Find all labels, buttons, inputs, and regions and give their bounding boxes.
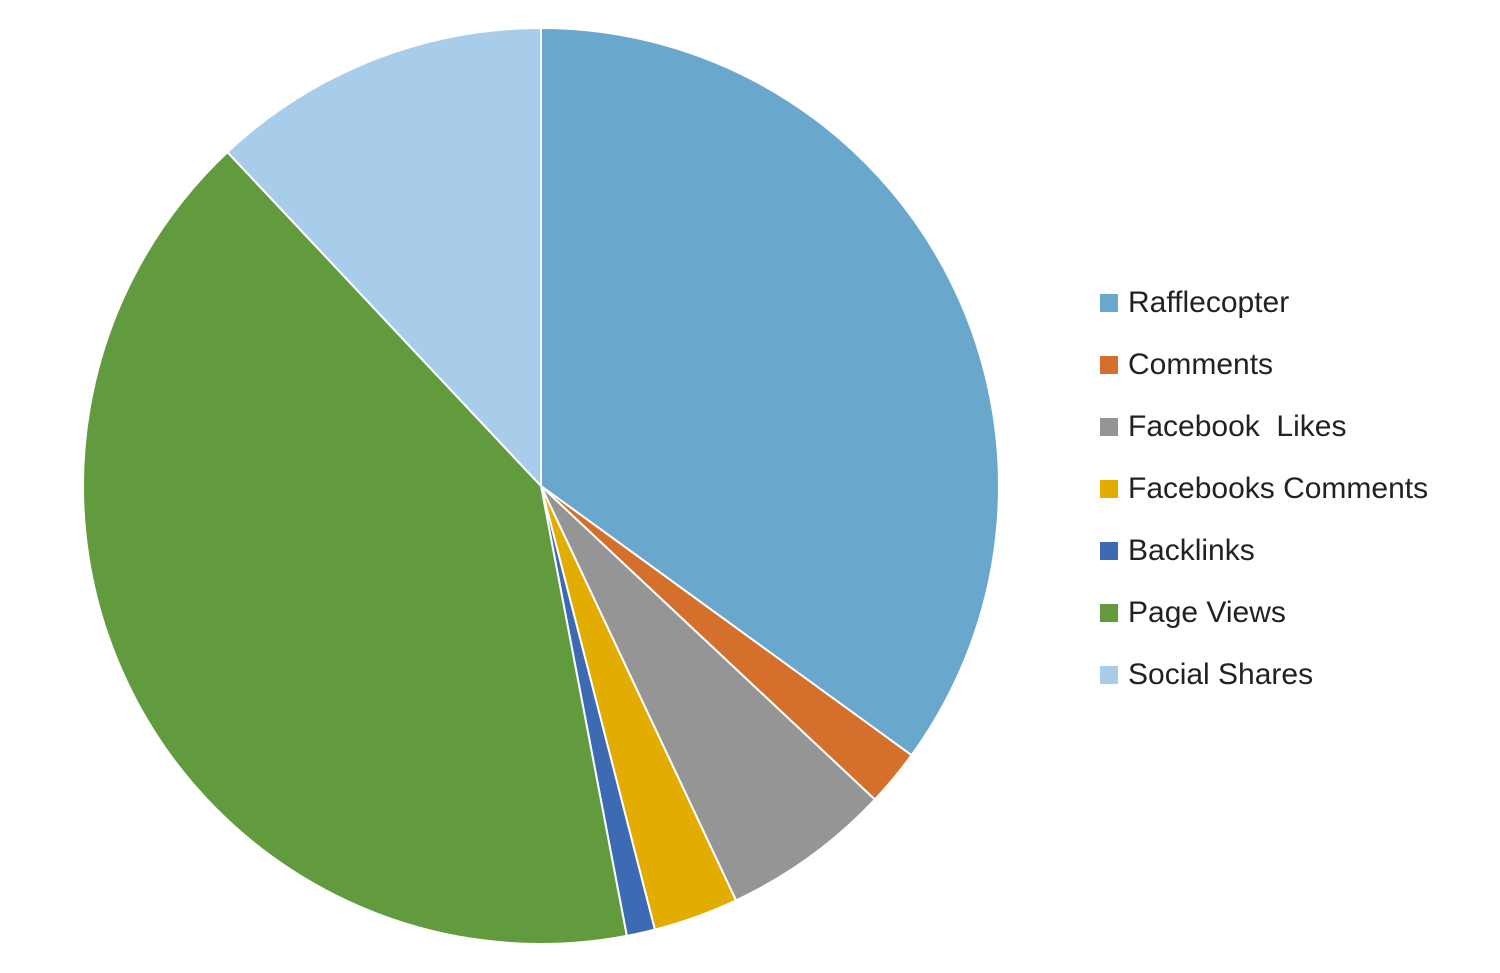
pie-slice <box>540 26 1000 757</box>
legend-swatch <box>1100 294 1118 312</box>
legend-label: Comments <box>1128 348 1273 381</box>
pie-slice <box>540 485 877 902</box>
legend-swatch <box>1100 604 1118 622</box>
legend-label: Page Views <box>1128 596 1286 629</box>
legend-label: Rafflecopter <box>1128 286 1289 319</box>
legend-label: Facebooks Comments <box>1128 472 1428 505</box>
legend-label: Backlinks <box>1128 534 1255 567</box>
legend-label: Facebook Likes <box>1128 410 1346 443</box>
legend-swatch <box>1100 356 1118 374</box>
legend-swatch <box>1100 480 1118 498</box>
legend-swatch <box>1100 418 1118 436</box>
pie-slice <box>226 26 542 489</box>
legend-label: Social Shares <box>1128 658 1313 691</box>
legend-swatch <box>1100 542 1118 560</box>
pie-slice <box>82 150 628 945</box>
legend-swatch <box>1100 666 1118 684</box>
